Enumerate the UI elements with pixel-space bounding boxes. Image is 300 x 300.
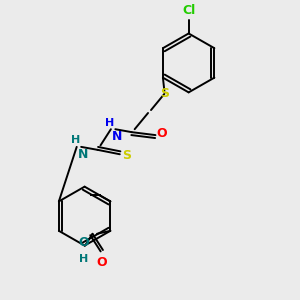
Text: N: N	[78, 148, 88, 161]
Text: H: H	[105, 118, 114, 128]
Text: O: O	[78, 236, 89, 249]
Text: S: S	[160, 87, 169, 101]
Text: Cl: Cl	[182, 4, 195, 17]
Text: S: S	[122, 149, 131, 162]
Text: H: H	[70, 135, 80, 146]
Text: H: H	[79, 254, 88, 264]
Text: O: O	[157, 128, 167, 140]
Text: N: N	[112, 130, 123, 143]
Text: O: O	[97, 256, 107, 269]
